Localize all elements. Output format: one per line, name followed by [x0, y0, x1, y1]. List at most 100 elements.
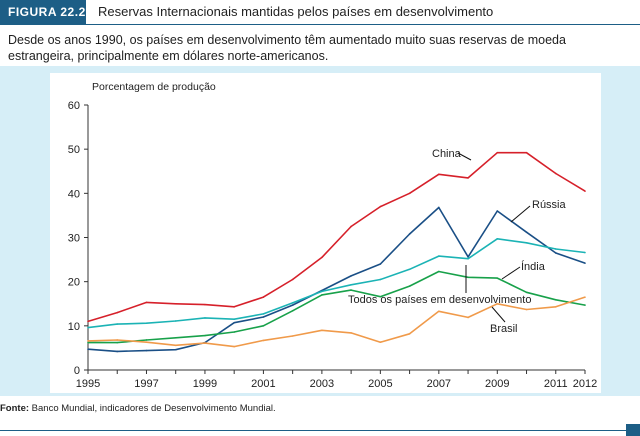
- point-all-1997: [145, 322, 148, 324]
- point-india-2003: [321, 294, 323, 296]
- label-leader-brazil: [491, 306, 506, 323]
- point-brazil-2000: [233, 345, 235, 348]
- point-brazil-2009: [496, 302, 499, 305]
- label-leader-russia: [510, 205, 531, 223]
- point-russia-2000: [233, 321, 235, 324]
- point-china-1997: [145, 301, 148, 304]
- point-all-1995: [87, 326, 89, 329]
- point-brazil-2010: [525, 308, 528, 311]
- point-brazil-1995: [87, 340, 89, 342]
- x-tick-label-1999: 1999: [193, 378, 217, 390]
- source-note: Fonte: Banco Mundial, indicadores de Des…: [0, 403, 276, 414]
- point-china-2001: [262, 296, 265, 298]
- point-india-2006: [408, 285, 411, 287]
- series-line-china: [87, 151, 586, 323]
- point-china-2012: [584, 190, 586, 192]
- point-brazil-1999: [204, 342, 206, 344]
- point-india-1995: [87, 341, 89, 344]
- point-china-2009: [496, 151, 499, 154]
- x-tick-label-2001: 2001: [251, 378, 275, 390]
- x-tick-label-2003: 2003: [310, 378, 334, 390]
- series-label-india: Índia: [521, 260, 546, 273]
- point-russia-1996: [116, 350, 119, 353]
- point-india-2004: [350, 289, 352, 291]
- point-all-2008: [467, 257, 469, 260]
- point-all-2004: [350, 283, 352, 286]
- point-russia-2007: [438, 206, 440, 209]
- point-russia-2006: [408, 233, 411, 235]
- point-all-2007: [438, 255, 440, 257]
- point-brazil-1997: [145, 341, 148, 343]
- point-all-1996: [116, 323, 119, 325]
- point-russia-2011: [554, 252, 557, 254]
- series-line-russia: [87, 206, 586, 353]
- point-all-2003: [321, 290, 323, 293]
- point-china-1996: [116, 311, 119, 314]
- y-tick-label-30: 30: [68, 233, 80, 245]
- point-india-2011: [554, 298, 557, 301]
- point-india-1998: [174, 336, 177, 339]
- point-all-2000: [233, 318, 235, 321]
- point-brazil-2007: [438, 310, 440, 313]
- point-india-1996: [116, 341, 119, 344]
- point-brazil-2005: [379, 341, 382, 343]
- y-tick-label-60: 60: [68, 100, 80, 112]
- point-brazil-1996: [116, 339, 119, 341]
- figure-description: Desde os anos 1990, os países em desenvo…: [8, 33, 566, 63]
- point-china-2003: [321, 256, 323, 259]
- axes: 0 10 20 30 40 50 60 1995 1997 1999 2001 2003 2005 200…: [68, 100, 597, 390]
- point-brazil-2002: [291, 335, 294, 337]
- point-all-2002: [291, 302, 294, 304]
- source-label: Fonte:: [0, 403, 30, 414]
- y-tick-label-40: 40: [68, 188, 80, 200]
- point-india-1999: [204, 334, 206, 337]
- point-all-2006: [408, 268, 411, 271]
- point-china-2006: [408, 192, 411, 195]
- point-brazil-2004: [350, 332, 352, 334]
- point-russia-2002: [291, 304, 294, 306]
- series-line-india: [88, 270, 586, 344]
- point-china-2000: [233, 306, 235, 308]
- point-all-1998: [174, 320, 177, 322]
- point-china-2010: [525, 151, 528, 154]
- y-axis-label: Porcentagem de produção: [92, 81, 216, 93]
- point-brazil-2012: [584, 296, 586, 298]
- point-all-2009: [496, 238, 499, 240]
- point-brazil-2011: [554, 306, 557, 308]
- point-china-2008: [467, 177, 469, 179]
- point-all-1999: [204, 317, 206, 319]
- point-india-2010: [525, 291, 528, 294]
- label-leader-china: [457, 152, 472, 161]
- point-all-2012: [584, 251, 586, 254]
- x-tick-label-2011: 2011: [544, 378, 568, 390]
- figure-header: FIGURA 22.2 Reservas Internacionais mant…: [0, 0, 640, 25]
- point-china-1995: [87, 320, 89, 323]
- point-india-1997: [145, 339, 148, 341]
- point-china-2007: [438, 173, 440, 176]
- point-russia-2010: [525, 231, 528, 233]
- series-lines: [87, 151, 586, 353]
- point-russia-2012: [584, 262, 586, 264]
- point-russia-2004: [350, 275, 352, 277]
- x-tick-label-2007: 2007: [427, 378, 451, 390]
- y-tick-label-10: 10: [68, 321, 80, 333]
- point-brazil-2001: [262, 339, 265, 342]
- series-label-china: China: [432, 148, 462, 160]
- point-china-2002: [291, 278, 294, 281]
- point-all-2001: [262, 313, 265, 315]
- x-tick-label-2005: 2005: [368, 378, 392, 390]
- point-russia-1997: [145, 349, 148, 352]
- figure-label: FIGURA 22.2: [0, 0, 86, 24]
- point-brazil-1998: [174, 344, 177, 347]
- x-tick-label-1995: 1995: [76, 378, 100, 390]
- source-text: Banco Mundial, indicadores de Desenvolvi…: [29, 403, 276, 414]
- point-india-2002: [291, 310, 294, 312]
- point-brazil-2008: [467, 316, 469, 319]
- x-tick-label-1997: 1997: [134, 378, 158, 390]
- point-india-2000: [233, 331, 235, 333]
- series-label-all: Todos os países em desenvolvimento: [348, 294, 531, 306]
- point-russia-1995: [87, 348, 89, 351]
- series-label-brazil: Brasil: [490, 323, 518, 335]
- series-annotations: China Rússia Índia Todos os países em desen…: [348, 148, 567, 335]
- point-india-2001: [262, 325, 265, 327]
